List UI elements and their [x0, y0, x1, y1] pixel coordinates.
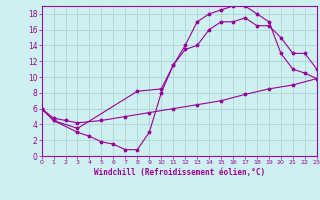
X-axis label: Windchill (Refroidissement éolien,°C): Windchill (Refroidissement éolien,°C)	[94, 168, 265, 177]
